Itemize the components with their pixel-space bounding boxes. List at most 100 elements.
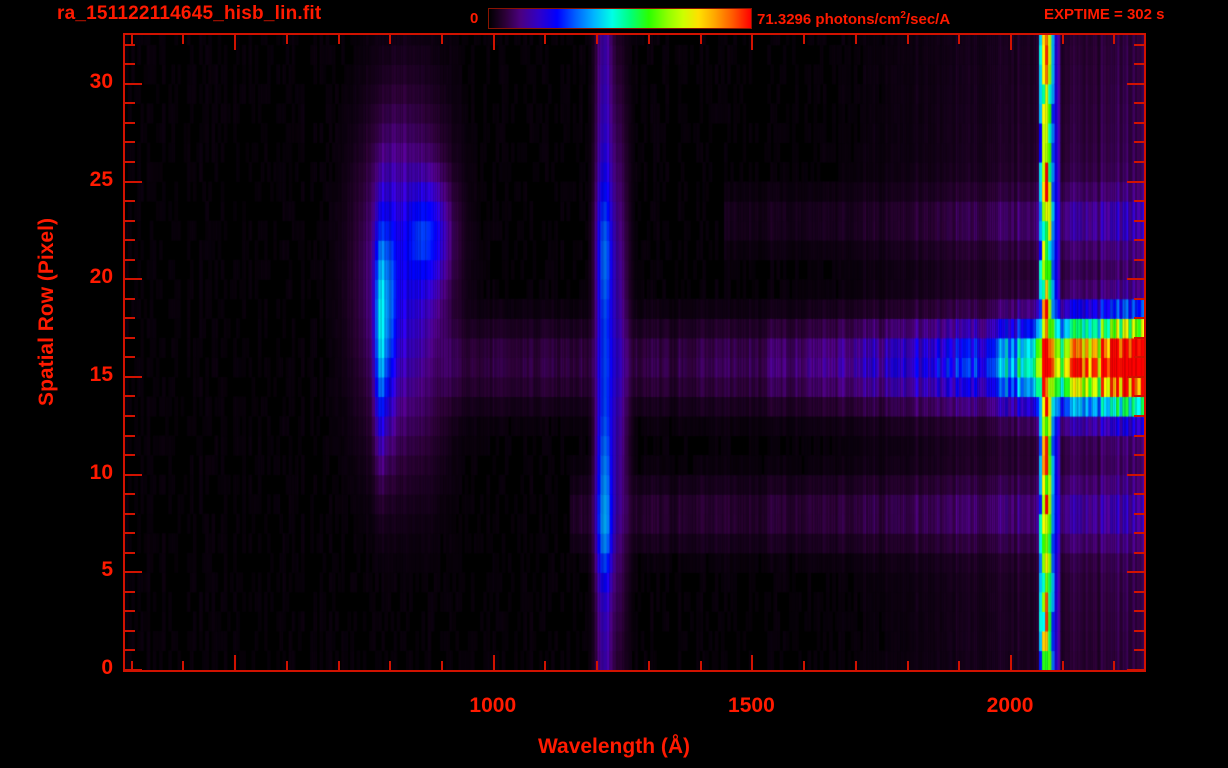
y-tick-right-10 xyxy=(1127,474,1144,476)
y-tick-right-17 xyxy=(1134,337,1144,339)
y-tick-right-0 xyxy=(1127,669,1144,671)
x-tick-1600 xyxy=(803,661,805,670)
y-tick-4 xyxy=(125,591,135,593)
y-tick-23 xyxy=(125,220,135,222)
y-tick-10 xyxy=(125,474,142,476)
x-tick-1100 xyxy=(544,661,546,670)
x-tick-top-900 xyxy=(441,35,443,44)
x-tick-top-2000 xyxy=(1010,35,1012,50)
colorbar-gradient xyxy=(488,8,752,29)
y-tick-right-2 xyxy=(1134,630,1144,632)
x-tick-top-2100 xyxy=(1062,35,1064,44)
x-tick-1000 xyxy=(493,655,495,670)
x-tick-top-300 xyxy=(131,35,133,44)
y-tick-right-1 xyxy=(1134,649,1144,651)
x-tick-400 xyxy=(182,661,184,670)
y-tick-1 xyxy=(125,649,135,651)
x-tick-1700 xyxy=(855,661,857,670)
y-tick-right-16 xyxy=(1134,356,1144,358)
y-tick-right-11 xyxy=(1134,454,1144,456)
x-tick-top-500 xyxy=(234,35,236,50)
y-tick-14 xyxy=(125,395,135,397)
y-tick-32 xyxy=(125,44,135,46)
y-tick-right-20 xyxy=(1127,278,1144,280)
x-tick-top-1100 xyxy=(544,35,546,44)
colorbar-max-value: 71.3296 xyxy=(757,11,812,28)
y-tick-right-31 xyxy=(1134,63,1144,65)
x-tick-2100 xyxy=(1062,661,1064,670)
y-tick-label-15: 15 xyxy=(89,362,113,386)
y-tick-right-29 xyxy=(1134,102,1144,104)
x-tick-1900 xyxy=(958,661,960,670)
x-tick-top-1900 xyxy=(958,35,960,44)
x-tick-800 xyxy=(389,661,391,670)
y-tick-right-30 xyxy=(1127,83,1144,85)
spectrum-image-canvas[interactable] xyxy=(125,35,1144,670)
x-tick-label-2000: 2000 xyxy=(986,694,1034,717)
y-tick-right-24 xyxy=(1134,200,1144,202)
y-tick-11 xyxy=(125,454,135,456)
y-tick-label-30: 30 xyxy=(89,69,113,93)
y-tick-label-5: 5 xyxy=(101,558,113,582)
y-tick-right-8 xyxy=(1134,513,1144,515)
y-tick-right-21 xyxy=(1134,259,1144,261)
x-axis-title: Wavelength (Å) xyxy=(537,735,691,758)
y-tick-right-13 xyxy=(1134,415,1144,417)
y-tick-right-12 xyxy=(1134,435,1144,437)
x-tick-top-700 xyxy=(338,35,340,44)
y-tick-right-4 xyxy=(1134,591,1144,593)
y-tick-6 xyxy=(125,552,135,554)
y-tick-15 xyxy=(125,376,142,378)
y-axis-title: Spatial Row (Pixel) xyxy=(35,218,58,406)
y-tick-0 xyxy=(125,669,142,671)
y-tick-22 xyxy=(125,239,135,241)
y-tick-right-14 xyxy=(1134,395,1144,397)
y-tick-right-3 xyxy=(1134,610,1144,612)
y-tick-17 xyxy=(125,337,135,339)
y-tick-label-20: 20 xyxy=(89,265,113,289)
y-tick-2 xyxy=(125,630,135,632)
exposure-time-label: EXPTIME = 302 s xyxy=(1044,6,1165,23)
y-tick-label-10: 10 xyxy=(89,460,113,484)
x-tick-top-800 xyxy=(389,35,391,44)
y-tick-29 xyxy=(125,102,135,104)
y-tick-right-26 xyxy=(1134,161,1144,163)
y-tick-3 xyxy=(125,610,135,612)
y-tick-9 xyxy=(125,493,135,495)
x-tick-label-1500: 1500 xyxy=(728,694,775,717)
colorbar-units-exponent: 2 xyxy=(900,10,906,21)
y-tick-12 xyxy=(125,435,135,437)
y-tick-right-28 xyxy=(1134,122,1144,124)
y-tick-19 xyxy=(125,298,135,300)
x-tick-1300 xyxy=(648,661,650,670)
y-tick-24 xyxy=(125,200,135,202)
y-tick-30 xyxy=(125,83,142,85)
x-tick-top-1700 xyxy=(855,35,857,44)
y-tick-right-6 xyxy=(1134,552,1144,554)
x-tick-1800 xyxy=(907,661,909,670)
y-tick-5 xyxy=(125,571,142,573)
y-tick-right-27 xyxy=(1134,141,1144,143)
colorbar-units-post: /sec/A xyxy=(905,11,951,28)
y-tick-7 xyxy=(125,532,135,534)
y-tick-16 xyxy=(125,356,135,358)
x-tick-top-1800 xyxy=(907,35,909,44)
y-tick-right-7 xyxy=(1134,532,1144,534)
x-tick-2200 xyxy=(1113,661,1115,670)
y-tick-31 xyxy=(125,63,135,65)
y-tick-right-25 xyxy=(1127,181,1144,183)
y-tick-25 xyxy=(125,181,142,183)
y-tick-label-25: 25 xyxy=(89,167,113,191)
x-tick-top-1300 xyxy=(648,35,650,44)
y-tick-20 xyxy=(125,278,142,280)
x-tick-1500 xyxy=(751,655,753,670)
x-tick-top-600 xyxy=(286,35,288,44)
x-tick-top-1400 xyxy=(700,35,702,44)
x-tick-label-1000: 1000 xyxy=(469,694,517,717)
y-tick-right-9 xyxy=(1134,493,1144,495)
x-tick-1200 xyxy=(596,661,598,670)
spectrum-plot-frame[interactable] xyxy=(123,33,1146,672)
x-tick-top-400 xyxy=(182,35,184,44)
y-tick-label-0: 0 xyxy=(101,656,113,679)
